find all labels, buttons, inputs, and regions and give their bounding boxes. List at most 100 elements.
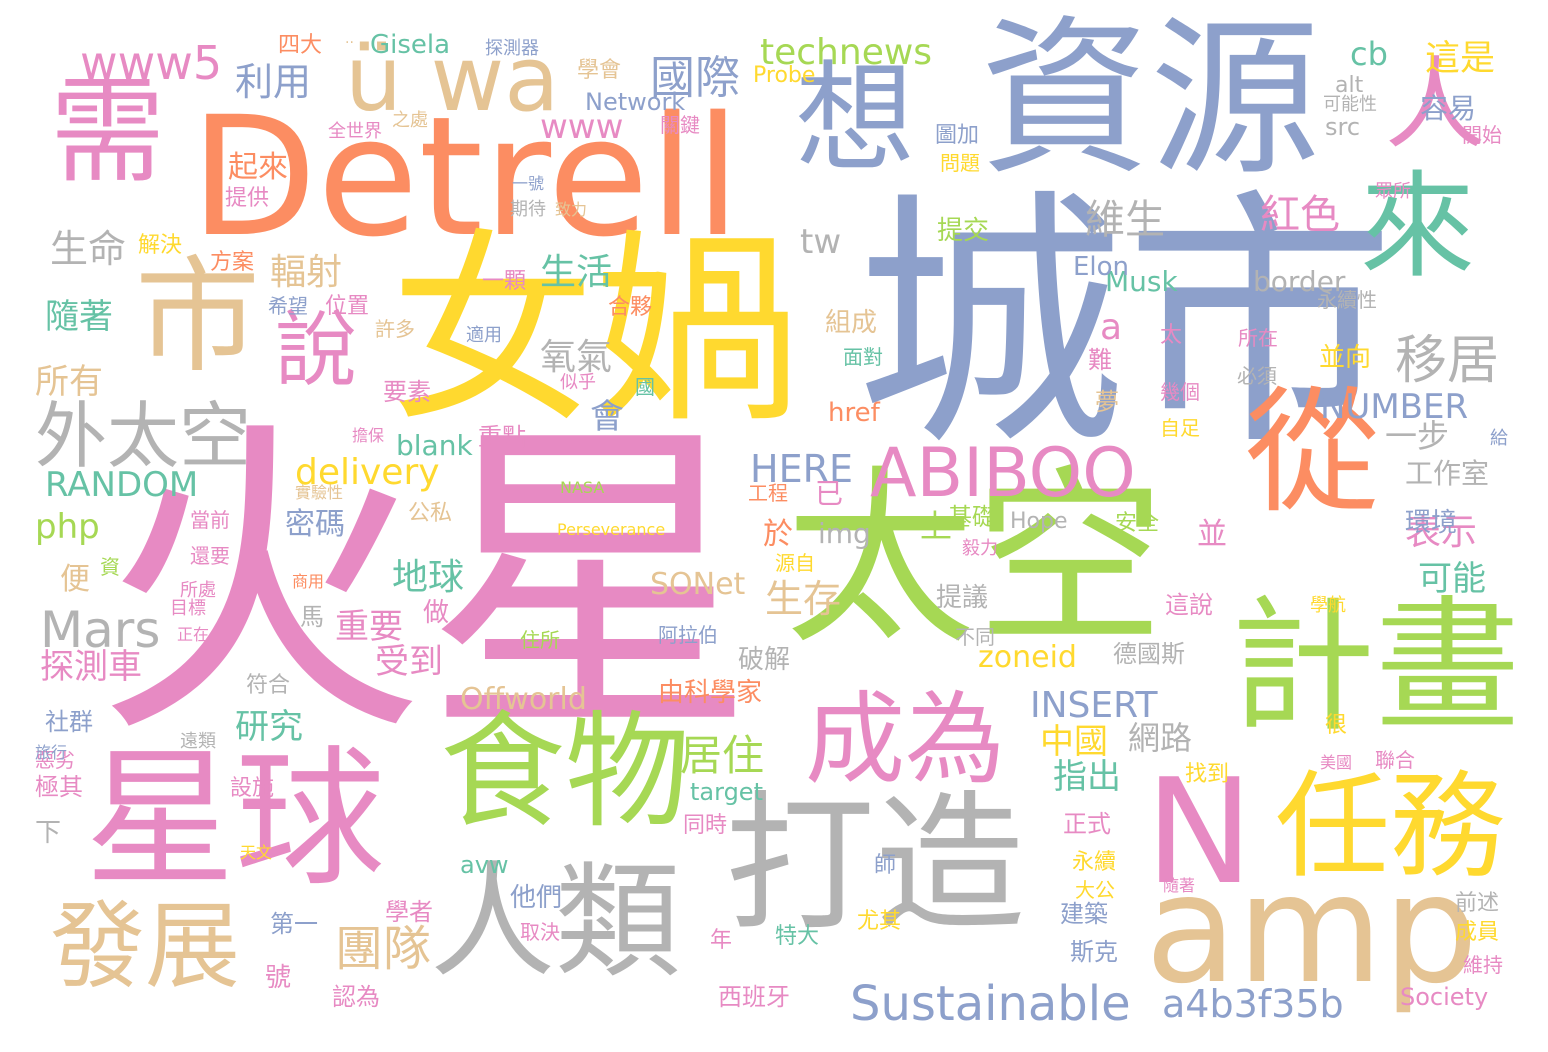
word-hope: Hope [1010, 509, 1068, 534]
word-zuo: 做 [423, 598, 450, 628]
word-jichu: 基礎 [948, 503, 996, 531]
word-waitaikong: 外太空 [35, 394, 252, 478]
word-ren: 人 [1385, 46, 1485, 163]
word-yongxu: 永續 [1072, 850, 1117, 875]
word-lai: 來 [1360, 160, 1476, 294]
word-zhengshi: 正式 [1063, 810, 1111, 838]
word-img: img [818, 517, 871, 550]
word-qujue: 取決 [520, 920, 560, 944]
word-deguosi: 德國斯 [1113, 640, 1185, 668]
word-sida: 四大 [278, 33, 323, 58]
word-zhusuo: 住所 [520, 628, 560, 652]
word-chengyuan: 成員 [1455, 920, 1500, 945]
word-yili: 毅力 [962, 538, 998, 559]
word-tamen: 他們 [510, 883, 563, 913]
word-probe: Probe [753, 63, 816, 88]
word-gongcheng: 工程 [748, 481, 788, 505]
word-yiju: 移居 [1395, 331, 1500, 391]
word-bixu: 必須 [1237, 364, 1277, 388]
word-border: border [1253, 265, 1346, 298]
word-bing: 並 [1197, 517, 1227, 552]
word-tanceqi: 探測器 [485, 38, 539, 59]
word-nuwa: 女媧 [390, 213, 800, 451]
word-perseverance: Perseverance [557, 520, 666, 539]
word-teda: 特大 [775, 924, 820, 949]
word-gongsi: 公私 [408, 501, 453, 526]
word-hao: 號 [265, 963, 292, 993]
word-zheshi: 這是 [1425, 39, 1496, 79]
word-zhongyao: 重要 [335, 607, 403, 647]
word-number: NUMBER [1320, 387, 1469, 427]
word-shiwu: 食物 [440, 700, 690, 845]
word-yi: 已 [815, 477, 844, 510]
word-insert: INSERT [1030, 685, 1158, 726]
word-tancheche: 探測車 [40, 647, 142, 687]
word-elon: Elon [1073, 252, 1130, 282]
word-suizhe: 隨著 [45, 297, 113, 337]
word-fangan: 方案 [210, 250, 255, 275]
word-cb: cb [1350, 35, 1388, 73]
word-chengwei: 成為 [805, 681, 1005, 798]
word-zhongsuo: 眾所 [1375, 181, 1411, 202]
word-quanshijie: 全世界 [328, 121, 382, 142]
word-shoudao: 受到 [375, 642, 443, 682]
word-zhaodao: 找到 [1185, 762, 1230, 787]
word-renlei: 人類 [430, 850, 680, 995]
word-hui: 會 [590, 397, 624, 437]
word-shang: 上 [920, 507, 953, 545]
word-qianshu: 前述 [1455, 891, 1500, 916]
word-anquan: 安全 [1115, 511, 1160, 536]
word-shangyong: 商用 [292, 572, 325, 591]
word-hongse: 紅色 [1260, 192, 1340, 238]
word-technews: technews [760, 32, 933, 73]
word-youqi: 尤其 [857, 909, 902, 934]
word-elie: 惡劣 [35, 748, 75, 772]
word-www5: www5 [80, 36, 223, 90]
word-lianhe: 聯合 [1375, 748, 1415, 772]
word-meiguo: 美國 [1320, 753, 1353, 772]
word-huoxing: 火星 [95, 393, 755, 777]
word-jiqi: 極其 [35, 773, 83, 801]
word-liyong: 利用 [235, 60, 312, 104]
word-tongshi: 同時 [683, 813, 728, 838]
word-src: src [1325, 113, 1361, 141]
word-tijiao: 提交 [937, 216, 990, 246]
word-nasa: NASA [560, 478, 605, 497]
word-chengshi: 城市 [855, 167, 1395, 482]
word-dots: .. [345, 31, 354, 47]
word-blank: blank [396, 429, 473, 462]
word-biaoshi: 表示 [1405, 512, 1478, 553]
word-qidai: 期待 [510, 199, 546, 220]
word-shi: 市 [135, 245, 260, 390]
word-gei: 給 [1490, 428, 1508, 449]
word-yangqi: 氧氣 [540, 337, 613, 378]
word-xiang: 想 [795, 50, 915, 189]
word-bian: 便 [60, 562, 90, 597]
word-renwu: 任務 [1275, 760, 1506, 894]
word-mars: Mars [40, 601, 161, 659]
word-weizhi: 位置 [325, 294, 370, 319]
word-renwei: 認為 [332, 983, 380, 1011]
word-sustainable: Sustainable [850, 976, 1131, 1032]
word-rongyi: 容易 [1420, 92, 1477, 125]
word-zhili: 致力 [555, 200, 588, 219]
word-yike: 一顆 [482, 269, 527, 294]
word-n: N [1145, 748, 1254, 917]
word-tw: tw [800, 222, 842, 262]
word-yanjiu: 研究 [235, 707, 303, 747]
word-butong: 不同 [955, 625, 995, 649]
word-fazhan: 發展 [50, 892, 241, 1002]
word-gisela: Gisela [370, 30, 451, 60]
word-mubiao: 目標 [170, 598, 206, 619]
word-yibu: 一步 [1385, 417, 1450, 455]
word-jiejue: 解決 [138, 233, 183, 258]
word-ma: 馬 [300, 603, 324, 631]
word-yongxuxing: 永續性 [1317, 288, 1377, 312]
word-target: target [690, 778, 763, 806]
word-wanglu: 網路 [1128, 719, 1193, 757]
word-dangqian: 當前 [190, 508, 230, 532]
word-zhichu2: 之處 [392, 110, 428, 131]
word-haiyao: 還要 [190, 544, 230, 568]
word-jihua: 計畫 [1230, 583, 1520, 752]
word-gongzuoshi: 工作室 [1405, 457, 1490, 490]
